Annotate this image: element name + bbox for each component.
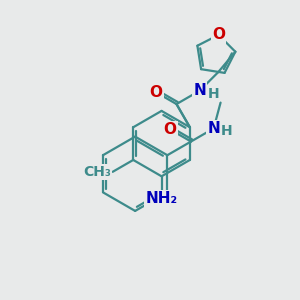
Text: CH₃: CH₃ — [83, 165, 111, 179]
Text: O: O — [212, 27, 225, 42]
Text: NH₂: NH₂ — [146, 191, 178, 206]
Text: N: N — [193, 83, 206, 98]
Text: H: H — [221, 124, 232, 138]
Text: O: O — [164, 122, 176, 137]
Text: N: N — [207, 121, 220, 136]
Text: O: O — [149, 85, 162, 100]
Text: H: H — [208, 87, 219, 101]
